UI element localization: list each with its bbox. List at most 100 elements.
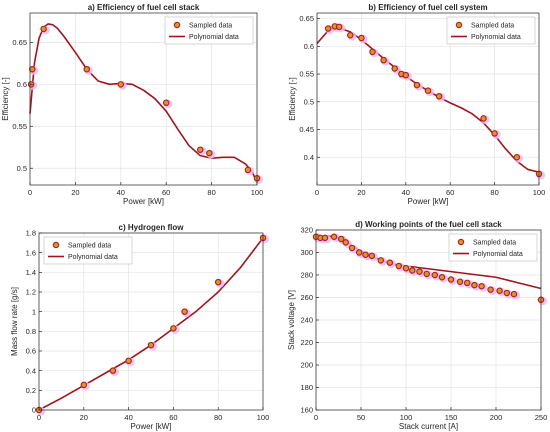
sample-point [337, 235, 345, 243]
sample-point [438, 273, 446, 281]
legend-label-polynomial: Polynomial data [189, 34, 239, 41]
sample-point [117, 81, 125, 88]
x-tick-label: 40 [117, 188, 125, 197]
y-tick-label: 0.55 [12, 122, 27, 131]
chart-title: a) Efficiency of fuel cell stack [88, 3, 200, 12]
y-tick-label: 0.5 [304, 97, 314, 106]
axes-frame [316, 12, 540, 186]
y-tick-label: 0.45 [299, 125, 314, 134]
y-tick-label: 0.65 [299, 14, 314, 23]
x-tick-label: 80 [214, 413, 222, 422]
y-tick-label: 300 [300, 248, 313, 257]
panel-b-system-efficiency: 0 20 40 60 80 100 0.4 0.45 0.5 0.55 0.6 0.65 b) Effi… [288, 3, 545, 206]
sample-point [324, 25, 332, 32]
x-axis-label: Power [kW] [131, 422, 172, 431]
y-tick-label: 220 [300, 338, 313, 347]
sample-point [510, 290, 518, 298]
legend-label-sampled: Sampled data [471, 23, 514, 30]
x-tick-label: 20 [71, 188, 79, 197]
y-tick-label: 260 [300, 293, 313, 302]
sample-point [456, 278, 464, 285]
sample-point [162, 99, 170, 107]
legend-label-polynomial: Polynomial data [473, 251, 523, 258]
sample-point [147, 341, 155, 349]
legend-label-sampled: Sampled data [189, 23, 232, 30]
sample-point [321, 234, 329, 242]
sample-point [358, 34, 365, 42]
y-axis-label: Efficiency [-] [1, 77, 10, 120]
y-tick-label: 0.4 [304, 153, 314, 162]
y-tick-label: 0.6 [304, 42, 314, 51]
sample-point [513, 154, 521, 161]
legend: Sampled data Polynomial data [446, 16, 536, 45]
y-tick-label: 240 [300, 316, 313, 325]
sample-point [478, 282, 485, 290]
y-tick-label: 1.8 [26, 229, 36, 238]
y-tick-label: 320 [300, 226, 313, 235]
sample-point [40, 25, 47, 33]
panel-d-working-points: 0 50 100 150 200 250 160 180 200 220 240 260 280 300 3… [287, 220, 547, 431]
sample-point [83, 65, 91, 73]
x-tick-label: 150 [445, 413, 458, 422]
legend-label-polynomial: Polynomial data [471, 34, 521, 41]
legend-label-sampled: Sampled data [473, 240, 516, 247]
y-tick-label: 0.8 [26, 327, 36, 336]
sample-point [368, 252, 376, 260]
chart-title: b) Efficiency of fuel cell system [368, 3, 487, 12]
sample-point [214, 278, 222, 286]
sample-point [496, 287, 503, 294]
sample-point [435, 92, 443, 100]
x-tick-label: 80 [490, 188, 498, 197]
sample-point [386, 259, 394, 266]
legend-marker-sampled [52, 241, 60, 249]
legend: Sampled data Polynomial data [164, 16, 254, 45]
chart-title: c) Hydrogen flow [119, 223, 185, 232]
sample-point [355, 249, 363, 256]
legend-label-sampled: Sampled data [68, 243, 111, 250]
x-tick-label: 0 [315, 188, 319, 197]
legend-box [43, 236, 133, 265]
y-tick-label: 200 [300, 361, 313, 370]
legend-marker-sampled [457, 238, 465, 246]
panel-c-hydrogen-flow: 0 20 40 60 80 100 0 0.2 0.4 0.6 0.8 1 1.2 1.4 1.6 1.8 c)… [10, 223, 269, 431]
sample-point [503, 289, 511, 297]
sample-point [377, 257, 385, 264]
y-tick-label: 0.6 [26, 347, 36, 356]
sample-point [170, 325, 177, 332]
sample-point [395, 262, 403, 270]
x-tick-label: 40 [124, 413, 132, 422]
legend: Sampled data Polynomial data [43, 236, 133, 265]
sample-point [409, 267, 416, 274]
sample-point [125, 357, 132, 365]
legend-box [164, 16, 254, 45]
sample-point [402, 71, 410, 79]
x-tick-label: 0 [28, 188, 32, 197]
y-tick-label: 1.6 [26, 248, 36, 257]
y-tick-label: 0 [32, 406, 36, 415]
sample-point [181, 308, 188, 315]
x-tick-label: 60 [162, 188, 170, 197]
sample-point [423, 270, 430, 278]
sample-point [335, 23, 343, 31]
x-tick-label: 200 [490, 413, 503, 422]
legend-label-polynomial: Polynomial data [68, 254, 118, 261]
x-axis-label: Power [kW] [408, 197, 449, 206]
legend-box [446, 16, 536, 45]
sample-point [348, 244, 356, 252]
x-axis-label: Power [kW] [123, 197, 164, 206]
sample-point [402, 264, 410, 272]
x-tick-label: 50 [357, 413, 365, 422]
sample-point [29, 65, 36, 73]
x-tick-label: 20 [80, 413, 88, 422]
sample-point [424, 87, 432, 94]
sample-point [471, 281, 478, 289]
legend-marker-sampled [455, 21, 463, 29]
legend-marker-sampled [173, 21, 181, 29]
y-tick-label: 0.4 [26, 366, 36, 375]
y-tick-label: 0.55 [299, 70, 314, 79]
sample-point [463, 279, 471, 287]
axes-frame [29, 12, 258, 186]
sample-point [480, 115, 487, 122]
x-tick-label: 60 [169, 413, 177, 422]
